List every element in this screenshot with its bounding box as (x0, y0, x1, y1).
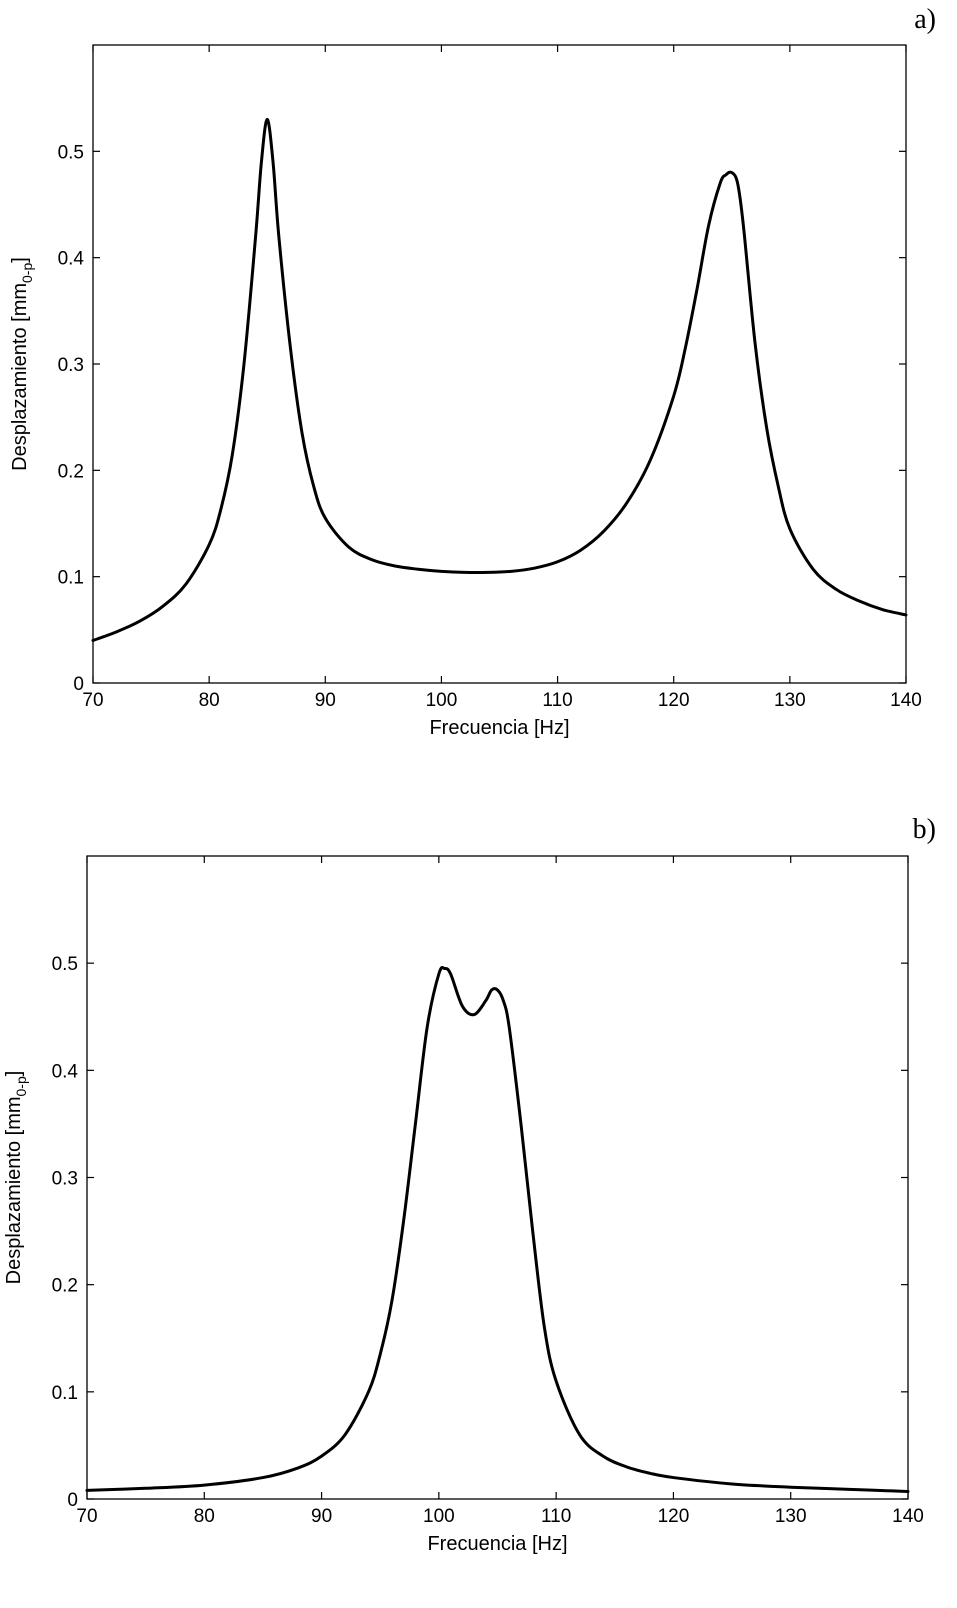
y-tick-label: 0.4 (58, 249, 85, 270)
y-tick-label: 0.2 (52, 1276, 78, 1297)
x-axis-title: Frecuencia [Hz] (427, 1533, 567, 1555)
y-tick-label: 0.3 (52, 1169, 78, 1190)
x-tick-label: 140 (890, 690, 922, 711)
y-tick-label: 0.5 (52, 954, 78, 975)
plot-frame (86, 855, 909, 1500)
y-axis-title-main: Desplazamiento [mm (3, 1096, 25, 1284)
x-tick-label: 70 (82, 690, 103, 711)
y-axis-title: Desplazamiento [mm0-p] (3, 1071, 29, 1285)
y-tick-label: 0 (67, 1490, 78, 1511)
panel-label: b) (913, 814, 936, 845)
y-tick-label: 0.3 (58, 355, 84, 376)
x-tick-label: 90 (315, 690, 336, 711)
y-axis-title-main: Desplazamiento [mm (9, 283, 31, 471)
x-tick-label: 100 (426, 690, 458, 711)
chart-panel-a: a) 70 80 90 100 110 120 130 140 0 0.1 0.2 0.3 0.4 0.5 F… (9, 4, 936, 739)
x-tick-label: 120 (658, 690, 690, 711)
series-line (85, 966, 910, 1493)
x-tick-label: 70 (76, 1506, 97, 1527)
y-axis-title-end: ] (9, 257, 31, 263)
panel-label: a) (914, 4, 936, 35)
x-tick-label: 130 (774, 690, 806, 711)
y-tick-label: 0 (73, 674, 84, 695)
y-tick-label: 0.4 (52, 1061, 79, 1082)
x-tick-label: 80 (194, 1506, 215, 1527)
series-line (91, 117, 908, 642)
y-axis-title-subscript: 0-p (13, 1076, 29, 1096)
x-tick-label: 120 (658, 1506, 690, 1527)
chart-panel-b: b) 70 80 90 100 110 120 130 140 0 0.1 0.2 0.3 0.4 0.5 F… (3, 814, 936, 1555)
x-tick-label: 110 (541, 1506, 571, 1527)
x-axis-title: Frecuencia [Hz] (429, 717, 569, 739)
y-tick-label: 0.1 (52, 1383, 78, 1404)
y-tick-label: 0.1 (58, 568, 84, 589)
y-axis-title-end: ] (3, 1071, 25, 1077)
x-tick-label: 130 (775, 1506, 807, 1527)
x-tick-label: 100 (423, 1506, 455, 1527)
x-tick-label: 80 (199, 690, 220, 711)
plot-frame (92, 44, 907, 684)
x-tick-label: 140 (892, 1506, 924, 1527)
x-tick-label: 110 (542, 690, 572, 711)
y-axis-title-subscript: 0-p (19, 263, 35, 283)
y-tick-label: 0.5 (58, 142, 84, 163)
x-tick-label: 90 (311, 1506, 332, 1527)
y-tick-label: 0.2 (58, 461, 84, 482)
y-axis-title: Desplazamiento [mm0-p] (9, 257, 35, 471)
